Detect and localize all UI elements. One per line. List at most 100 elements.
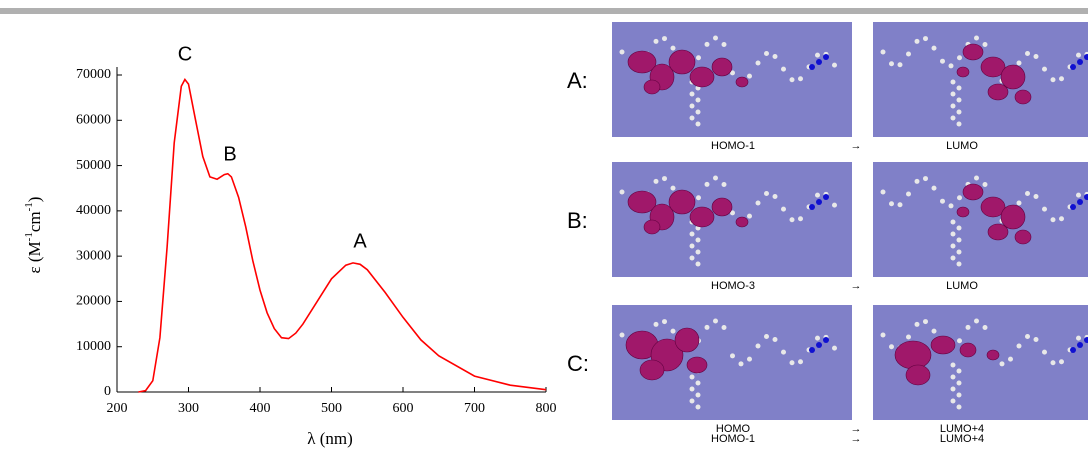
from-orbital: HOMO-1	[711, 140, 755, 152]
atom	[956, 380, 962, 386]
arrow: →	[851, 280, 862, 292]
atom	[695, 392, 701, 398]
atom	[815, 335, 820, 341]
atom	[695, 249, 701, 255]
atom	[950, 219, 956, 225]
y-axis-label: ε (M-1cm-1)	[23, 197, 44, 274]
orbital-lobe	[643, 79, 661, 95]
orbital-lobe	[956, 66, 970, 78]
atom	[689, 374, 695, 380]
atom	[689, 91, 695, 97]
from-orbital: HOMO	[716, 423, 751, 435]
atom	[816, 342, 822, 348]
atom	[755, 60, 761, 66]
atom	[1016, 343, 1022, 349]
atom	[1076, 52, 1081, 58]
atom	[950, 79, 956, 85]
peak-label: A	[353, 230, 367, 252]
atom	[747, 73, 752, 79]
atom	[1042, 66, 1047, 72]
atom	[670, 45, 676, 51]
atom	[999, 361, 1005, 367]
atom	[695, 237, 701, 243]
atom	[832, 202, 837, 208]
atom	[823, 194, 829, 200]
atom	[781, 66, 786, 72]
x-tick-label: 600	[393, 401, 414, 416]
top-bar	[0, 8, 1088, 14]
atom	[695, 97, 701, 103]
atom	[755, 343, 761, 349]
atom	[809, 204, 815, 210]
atom	[948, 63, 954, 69]
orbital-lobe	[711, 57, 733, 77]
atom	[1016, 60, 1022, 66]
atom	[696, 195, 701, 201]
atom	[940, 58, 945, 64]
orbital-lobe	[894, 340, 932, 370]
atom	[914, 178, 920, 184]
atom	[956, 392, 962, 398]
atom	[653, 38, 659, 44]
atom	[619, 332, 625, 338]
atom	[982, 41, 988, 47]
orbital-lobe	[980, 196, 1006, 218]
atom	[662, 319, 667, 325]
atom	[689, 243, 695, 249]
atom	[713, 35, 718, 41]
atom	[956, 249, 962, 255]
atom	[781, 349, 786, 355]
atom	[695, 121, 701, 127]
atom	[1059, 359, 1064, 365]
atom	[956, 121, 962, 127]
atom	[931, 185, 937, 191]
atom	[1084, 337, 1088, 343]
atom	[755, 200, 761, 206]
orbital-lobe	[956, 206, 970, 218]
atom	[897, 62, 903, 68]
x-tick-label: 500	[321, 401, 342, 416]
orbital-lobe	[905, 364, 931, 386]
to-orbital: LUMO	[946, 140, 978, 152]
atom	[832, 62, 837, 68]
atom	[781, 206, 786, 212]
atom	[956, 237, 962, 243]
orbital-panel	[612, 162, 852, 277]
orbital-lobe	[962, 183, 984, 201]
orbital-image	[612, 22, 852, 137]
atom	[950, 91, 956, 97]
atom	[889, 61, 894, 67]
atom	[1033, 53, 1039, 59]
atom	[889, 201, 894, 207]
atom	[730, 353, 735, 359]
orbital-lobe	[980, 56, 1006, 78]
orbital-lobe	[689, 206, 715, 228]
atom	[956, 85, 962, 91]
atom	[889, 344, 894, 350]
orbital-lobe	[735, 216, 749, 228]
y-label-sup: -1	[23, 202, 35, 211]
atom	[772, 336, 778, 342]
orbital-lobe	[962, 43, 984, 61]
orbital-lobe	[639, 359, 665, 381]
y-tick-label: 50000	[76, 158, 111, 173]
y-tick-label: 0	[104, 384, 111, 399]
atom	[689, 398, 695, 404]
orbital-panel	[612, 22, 852, 137]
orbital-image	[612, 305, 852, 420]
atom	[713, 318, 718, 324]
y-tick-label: 70000	[76, 67, 111, 82]
atom	[670, 185, 676, 191]
arrow: →	[851, 433, 862, 445]
atom	[689, 103, 695, 109]
orbital-lobe	[627, 50, 657, 74]
arrow: →	[851, 423, 862, 435]
atom	[950, 255, 956, 261]
orbital-panel	[873, 22, 1088, 137]
atom	[1050, 360, 1056, 366]
atom	[950, 374, 956, 380]
atom	[738, 361, 744, 367]
atom	[950, 231, 956, 237]
